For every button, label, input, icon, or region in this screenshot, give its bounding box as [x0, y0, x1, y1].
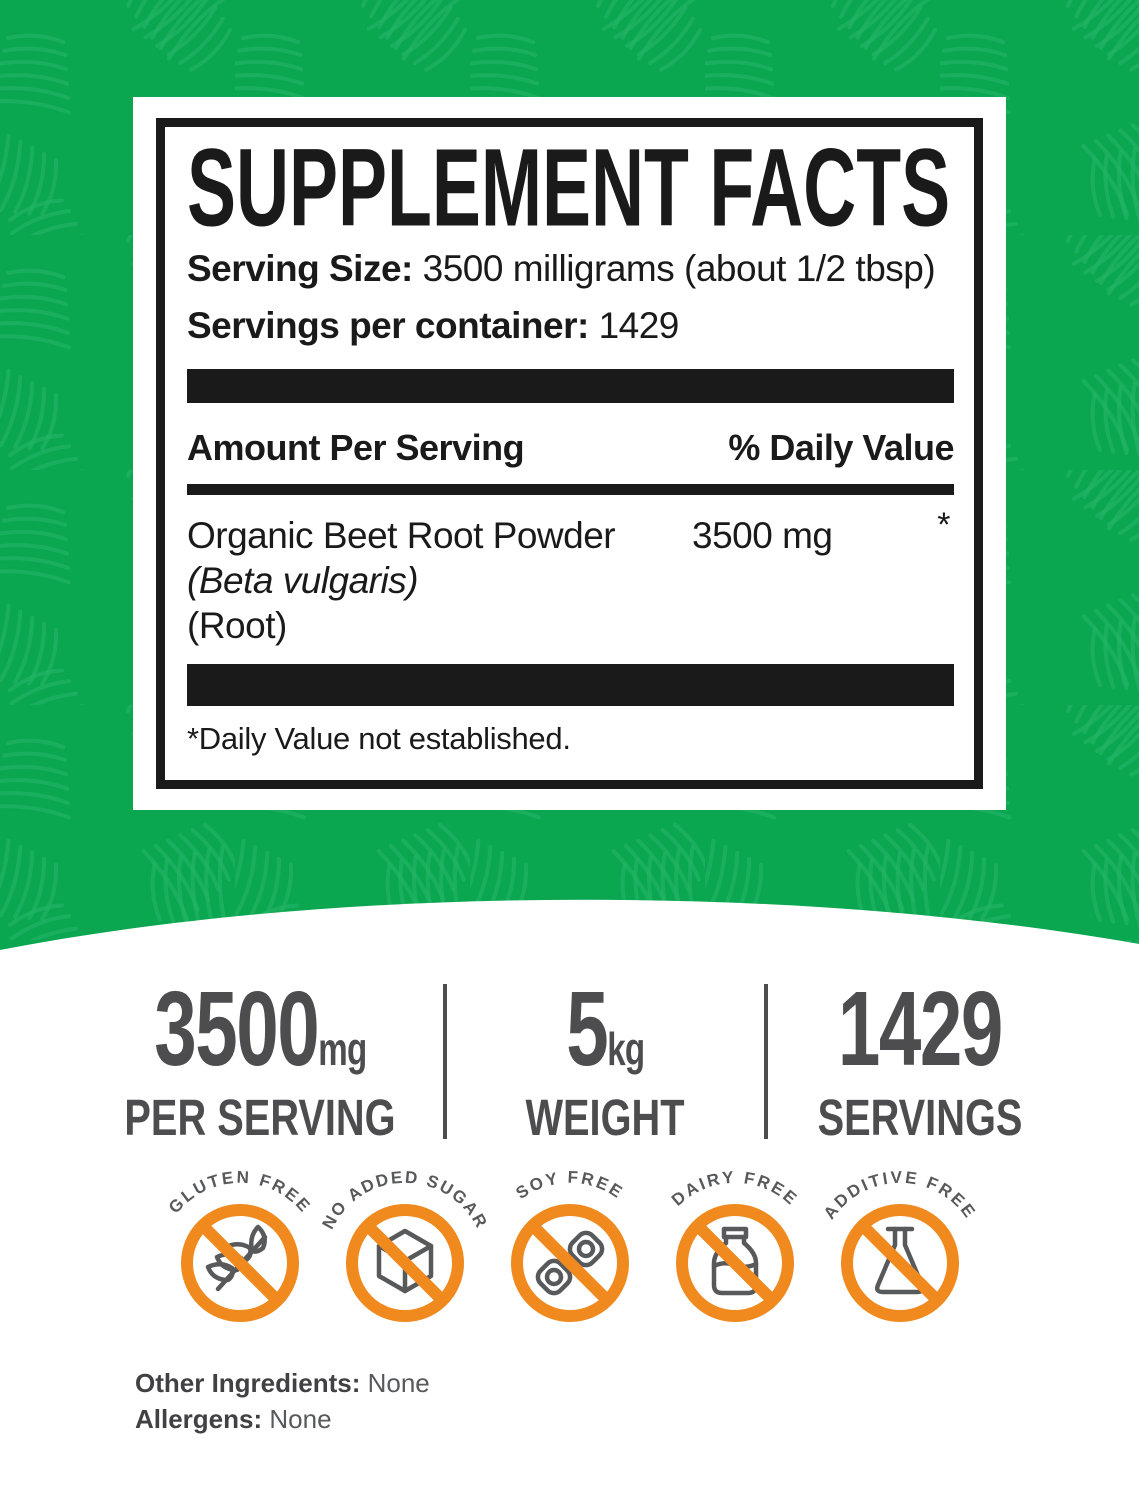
header-rule	[187, 484, 954, 495]
table-header-row: Amount Per Serving % Daily Value	[187, 427, 954, 469]
supplement-facts-frame: SUPPLEMENT FACTS Serving Size: 3500 mill…	[156, 118, 983, 789]
daily-value-footnote: *Daily Value not established.	[187, 721, 571, 757]
stat-weight-number: 5kg	[566, 976, 645, 1082]
allergens-value: None	[262, 1403, 332, 1434]
servings-per-container-value: 1429	[588, 305, 680, 346]
stats-divider-2	[764, 984, 768, 1139]
stat-per-serving-caption: PER SERVING	[124, 1089, 396, 1146]
ingredient-daily-value: *	[937, 506, 950, 544]
ingredient-plant-part: (Root)	[187, 605, 287, 647]
serving-size-value: 3500 milligrams (about 1/2 tbsp)	[412, 248, 936, 289]
stat-per-serving: 3500mg PER SERVING	[60, 976, 460, 1143]
stat-weight: 5kg WEIGHT	[455, 976, 755, 1143]
curved-divider	[0, 899, 1139, 970]
servings-per-container-line: Servings per container: 1429	[187, 305, 954, 347]
badge-arc-label: NO ADDED SUGAR	[318, 1168, 491, 1233]
stat-servings-number: 1429	[838, 976, 1003, 1082]
svg-text:SUPPLEMENT FACTS: SUPPLEMENT FACTS	[187, 127, 950, 250]
footer-notes: Other Ingredients: None Allergens: None	[135, 1366, 430, 1438]
allergens-line: Allergens: None	[135, 1402, 430, 1438]
badge-dairy-free: DAIRY FREE	[650, 1163, 820, 1328]
supplement-facts-title: SUPPLEMENT FACTS	[187, 127, 950, 250]
badge-no-added-sugar: NO ADDED SUGAR	[318, 1163, 491, 1328]
stat-per-serving-number: 3500mg	[154, 976, 367, 1082]
ingredient-name: Organic Beet Root Powder	[187, 515, 616, 556]
prohibition-circle	[676, 1204, 794, 1322]
ingredient-latin-name: (Beta vulgaris)	[187, 560, 419, 602]
badge-arc-label: DAIRY FREE	[668, 1168, 802, 1210]
stat-value: 3500	[153, 970, 319, 1088]
servings-per-container-label: Servings per container:	[187, 305, 589, 346]
other-ingredients-line: Other Ingredients: None	[135, 1366, 430, 1402]
allergens-label: Allergens:	[135, 1403, 263, 1434]
stat-value: 5	[565, 970, 608, 1088]
daily-value-header: % Daily Value	[728, 427, 954, 468]
supplement-facts-panel: SUPPLEMENT FACTS Serving Size: 3500 mill…	[133, 97, 1006, 810]
wheat-icon	[205, 1224, 268, 1292]
divider-bar-bottom	[187, 664, 954, 707]
soybean-icon	[535, 1230, 605, 1296]
ingredient-amount: 3500 mg	[692, 515, 833, 556]
badge-gluten-free: GLUTEN FREE	[155, 1163, 325, 1328]
stats-divider-1	[443, 984, 447, 1139]
stat-unit: kg	[606, 1023, 645, 1075]
badge-arc-label: SOY FREE	[513, 1168, 628, 1203]
ingredient-row: Organic Beet Root Powder (Beta vulgaris)…	[187, 506, 954, 648]
prohibition-circle	[841, 1204, 959, 1322]
stat-value: 1429	[837, 970, 1003, 1088]
other-ingredients-label: Other Ingredients:	[135, 1368, 361, 1398]
stat-servings: 1429 SERVINGS	[770, 976, 1070, 1143]
other-ingredients-value: None	[360, 1368, 430, 1398]
badge-additive-free: ADDITIVE FREE	[815, 1163, 985, 1328]
serving-size-label: Serving Size:	[187, 248, 413, 289]
stat-unit: mg	[317, 1023, 367, 1075]
divider-bar-top	[187, 369, 954, 403]
stat-servings-caption: SERVINGS	[817, 1089, 1023, 1146]
serving-size-line: Serving Size: 3500 milligrams (about 1/2…	[187, 248, 954, 290]
stat-weight-caption: WEIGHT	[525, 1089, 685, 1146]
prohibition-circle	[511, 1204, 629, 1322]
prohibition-circle	[346, 1204, 464, 1322]
amount-per-serving-header: Amount Per Serving	[187, 427, 525, 468]
prohibition-circle	[181, 1204, 299, 1322]
badge-soy-free: SOY FREE	[485, 1163, 655, 1328]
